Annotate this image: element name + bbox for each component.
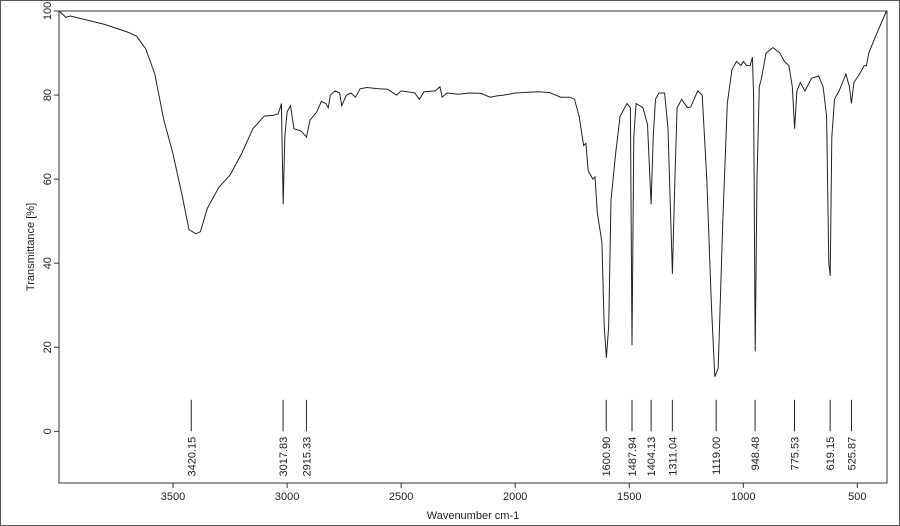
peak-label: 525.87 xyxy=(846,437,858,471)
peak-label: 1311.04 xyxy=(667,437,679,476)
x-tick-label: 3000 xyxy=(275,491,299,503)
x-tick-label: 1000 xyxy=(731,491,755,503)
y-axis-label: Transmittance [%] xyxy=(25,203,37,291)
y-tick-label: 80 xyxy=(42,89,54,101)
peak-label: 619.15 xyxy=(825,437,837,471)
y-tick-label: 20 xyxy=(42,341,54,353)
y-tick-label: 0 xyxy=(42,428,54,434)
x-tick-label: 2000 xyxy=(503,491,527,503)
peak-label: 3017.83 xyxy=(278,437,290,477)
y-tick-label: 40 xyxy=(42,257,54,269)
x-tick-label: 2500 xyxy=(389,491,413,503)
peak-label: 2915.33 xyxy=(301,437,313,477)
plot-frame xyxy=(58,10,888,484)
y-tick-label: 60 xyxy=(42,173,54,185)
peak-label: 3420.15 xyxy=(186,437,198,477)
x-axis-label: Wavenumber cm-1 xyxy=(427,510,520,522)
x-tick-label: 3500 xyxy=(161,491,185,503)
peak-label: 948.48 xyxy=(750,437,762,471)
x-tick-label: 1500 xyxy=(617,491,641,503)
y-tick-label: 100 xyxy=(42,2,54,20)
peak-label: 1487.94 xyxy=(627,437,639,477)
peak-label: 775.53 xyxy=(789,437,801,471)
spectrum-line xyxy=(58,10,887,377)
peak-label: 1404.13 xyxy=(646,437,658,477)
x-tick-label: 500 xyxy=(848,491,866,503)
peak-label: 1119.00 xyxy=(711,437,723,475)
peak-label: 1600.90 xyxy=(601,437,613,477)
